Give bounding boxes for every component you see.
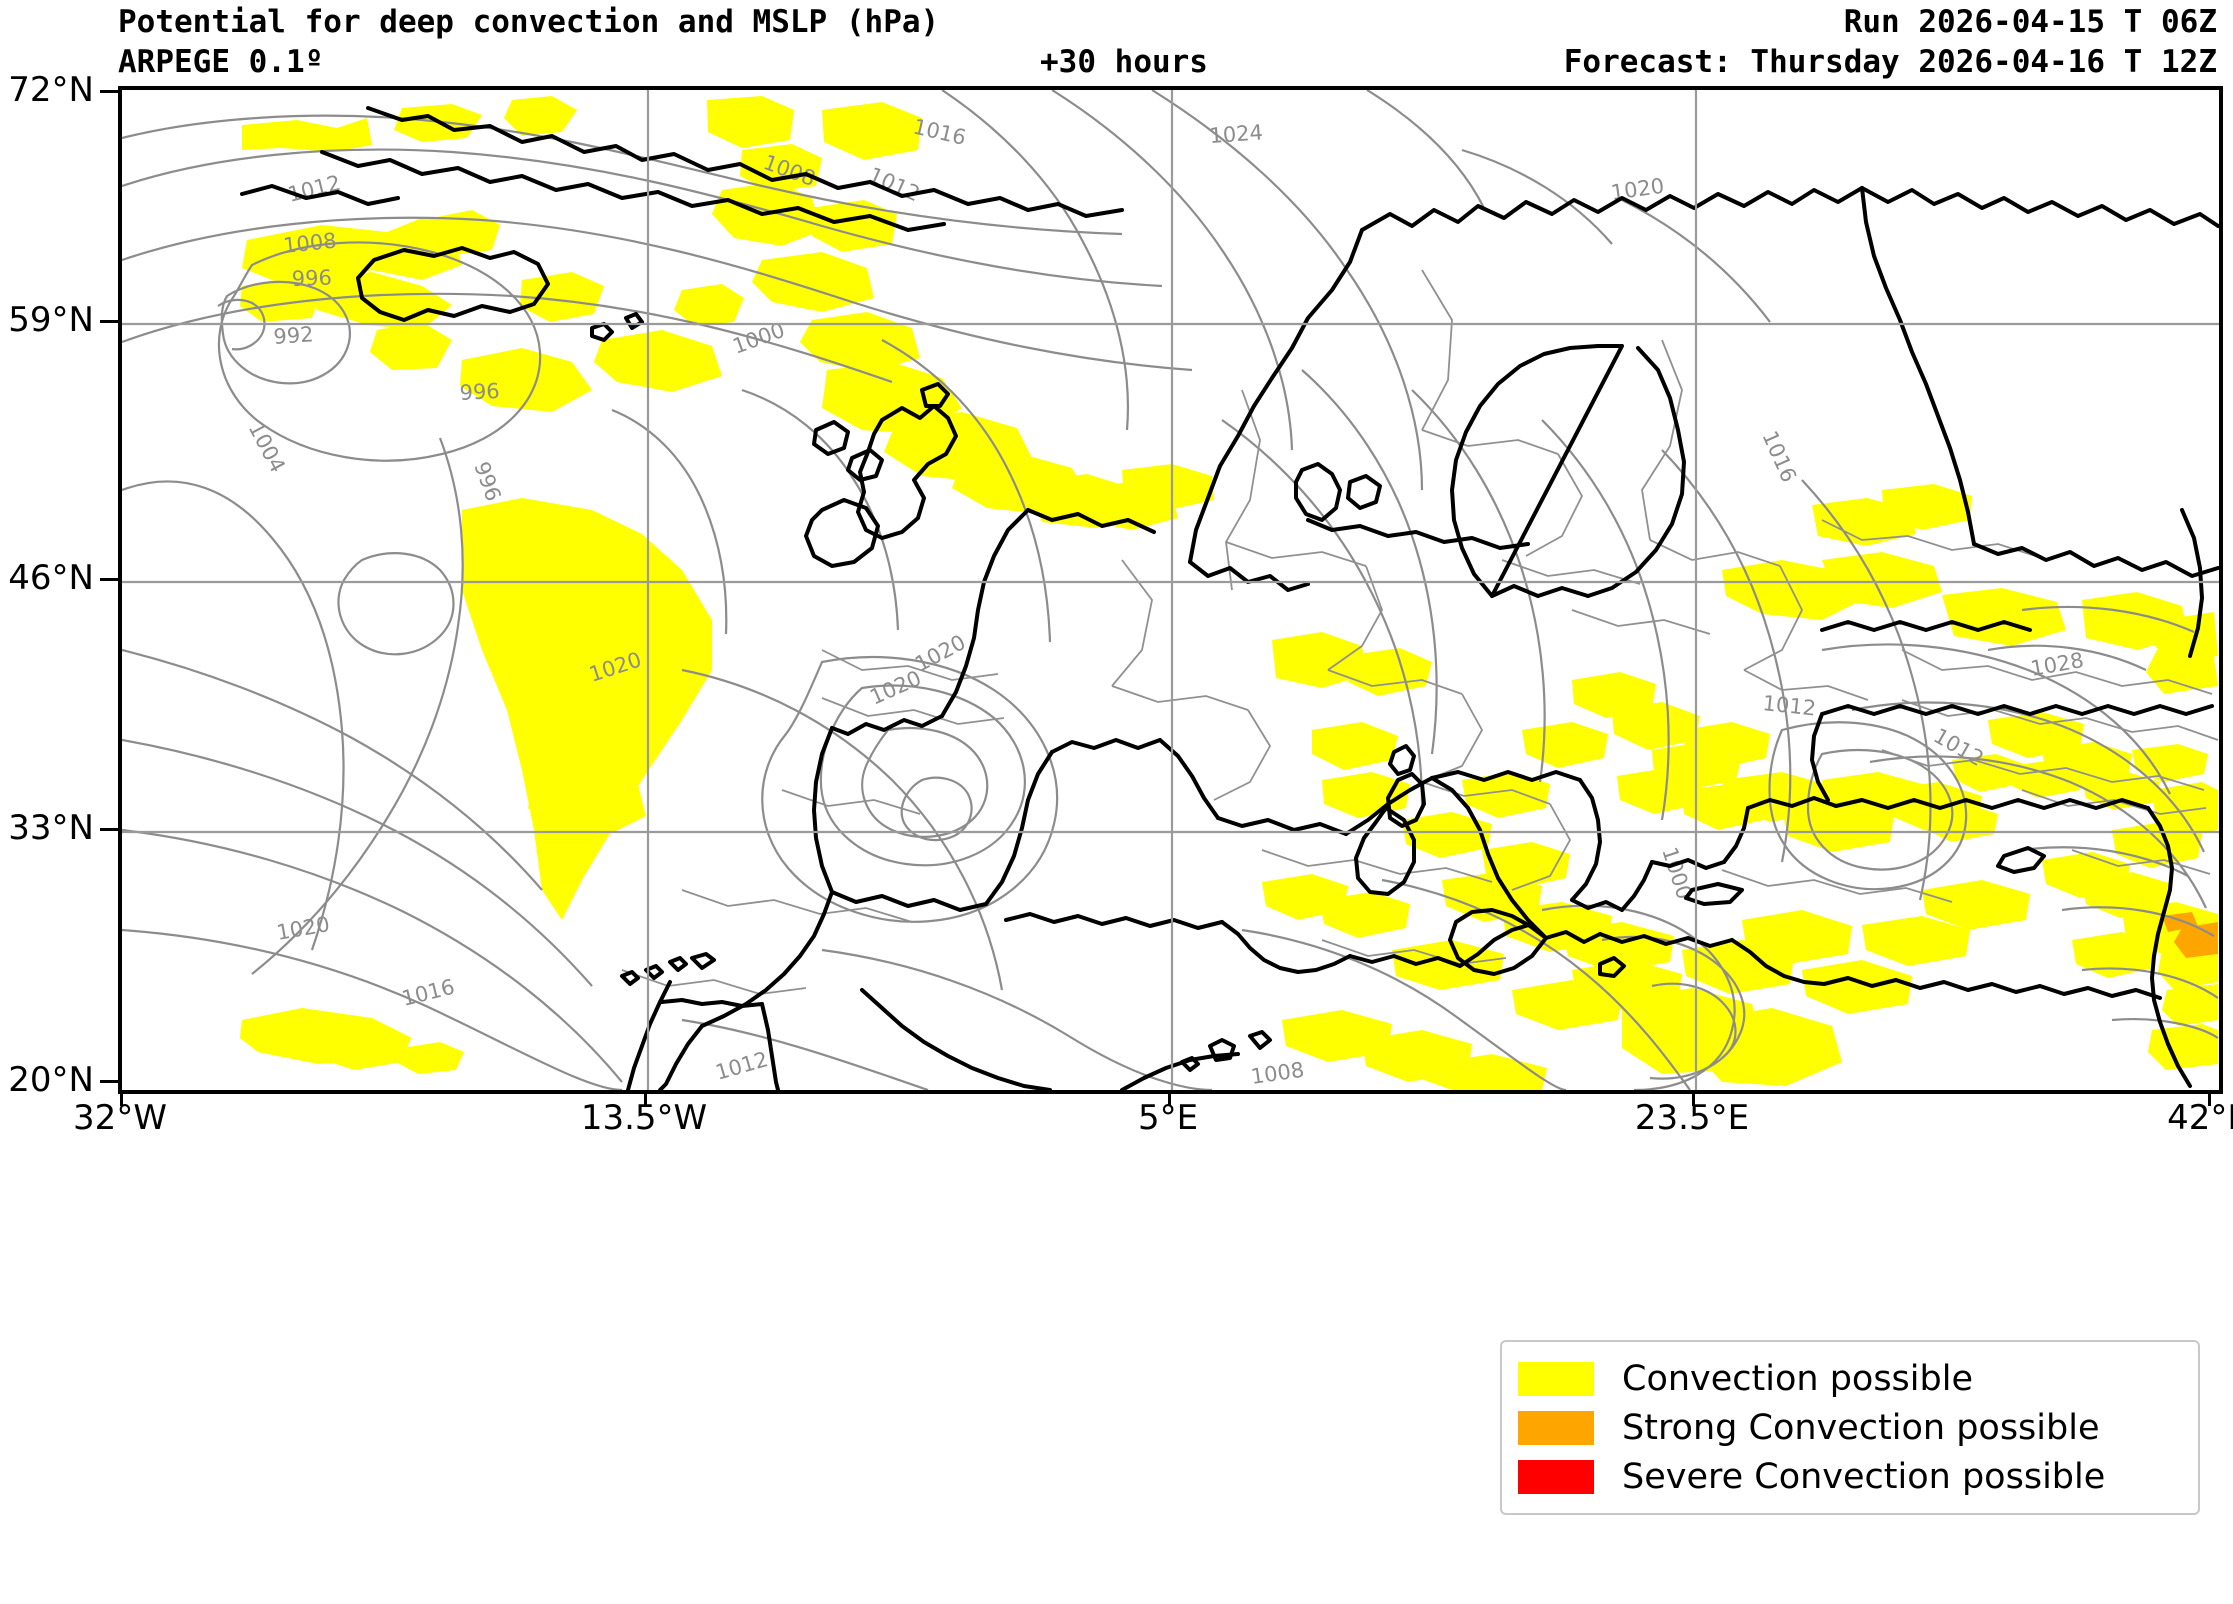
contour-label: 1016 [1757,427,1801,486]
contour-label: 1012 [285,171,343,207]
y-axis-tick-2: 46°N [8,558,94,598]
contour-label: 1020 [866,666,925,710]
y-tickmark-0 [100,90,118,93]
contour-label: 996 [459,379,500,405]
contour-label: 1004 [244,418,290,476]
y-tickmark-1 [100,320,118,323]
y-tickmark-2 [100,578,118,581]
map-plot-area[interactable]: 1012 1008 996 992 1016 1008 1012 1024 10… [118,86,2223,1094]
coastline-layer [240,106,2219,1090]
legend-row-severe-convection: Severe Convection possible [1518,1454,2182,1500]
y-axis-tick-0: 72°N [8,70,94,110]
mslp-contour-layer [122,90,2219,1090]
x-tickmark-2 [1168,1090,1171,1106]
legend-swatch-severe-convection [1518,1459,1594,1494]
contour-label: 1024 [1209,120,1264,148]
legend-label-strong-convection: Strong Convection possible [1622,1407,2100,1448]
contour-label: 1012 [1761,691,1817,720]
x-tickmark-1 [644,1090,647,1106]
y-axis-tick-3: 33°N [8,808,94,848]
legend-label-convection: Convection possible [1622,1358,1973,1399]
graticule-layer [122,90,2219,1090]
contour-label: 1012 [713,1047,771,1085]
map-canvas: 1012 1008 996 992 1016 1008 1012 1024 10… [122,90,2219,1090]
forecast-valid-label: Forecast: Thursday 2026-04-16 T 12Z [1563,44,2217,80]
contour-label: 996 [291,266,332,291]
convection-legend: Convection possible Strong Convection po… [1500,1340,2200,1515]
legend-swatch-strong-convection [1518,1410,1594,1445]
country-border-layer [621,269,2219,995]
contour-label: 1008 [1249,1058,1305,1089]
legend-row-strong-convection: Strong Convection possible [1518,1405,2182,1451]
model-run-label: Run 2026-04-15 T 06Z [1843,4,2217,40]
legend-label-severe-convection: Severe Convection possible [1622,1456,2106,1497]
contour-label: 1016 [399,975,457,1011]
contour-label: 992 [273,322,315,349]
contour-label: 996 [469,459,505,505]
x-axis-tick-4: 42°E [2167,1098,2233,1138]
convection-fill-layer [240,96,2218,1090]
y-axis-tick-4: 20°N [8,1060,94,1100]
lead-time-label: +30 hours [1040,44,1208,80]
x-tickmark-3 [1692,1090,1695,1106]
legend-row-convection: Convection possible [1518,1356,2182,1402]
contour-label: 1008 [282,229,338,258]
y-tickmark-4 [100,1080,118,1083]
y-axis-tick-1: 59°N [8,300,94,340]
model-name-label: ARPEGE 0.1º [118,44,324,80]
x-tickmark-0 [120,1090,123,1106]
map-svg: 1012 1008 996 992 1016 1008 1012 1024 10… [122,90,2219,1090]
map-title: Potential for deep convection and MSLP (… [118,4,940,40]
contour-label: 1016 [911,114,968,149]
x-tickmark-4 [2208,1090,2211,1106]
y-tickmark-3 [100,828,118,831]
legend-swatch-convection [1518,1361,1594,1396]
contour-label: 1020 [275,912,332,945]
